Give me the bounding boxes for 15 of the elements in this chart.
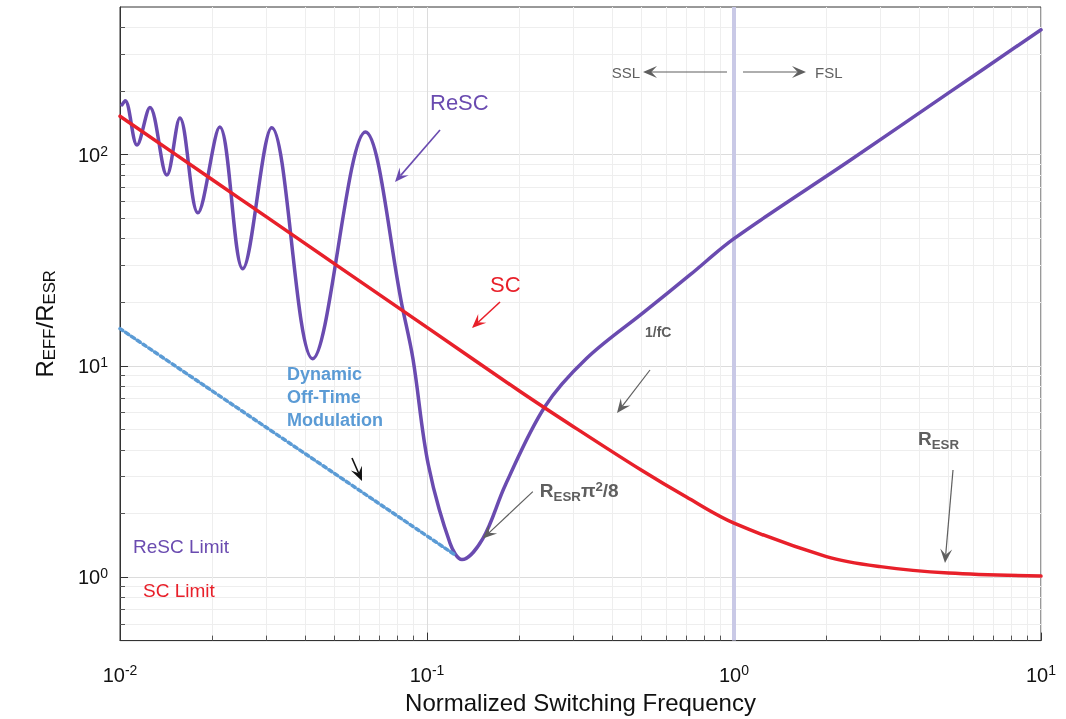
annotation: FSL	[815, 64, 843, 81]
y-tick-label: 10$^{0}$	[77, 564, 109, 589]
annotation: SSL	[611, 64, 640, 81]
y-tick-label: 10$^{2}$	[77, 142, 109, 166]
text: SC	[490, 272, 521, 297]
series-label: Dynamic Off-Time Modulation	[287, 364, 383, 430]
y-tick-label: 10$^{1}$	[77, 353, 109, 377]
y-axis-title: REFF/RESR	[30, 270, 59, 378]
annotation: SC Limit	[143, 580, 216, 601]
x-axis-title: Normalized Switching Frequency	[405, 688, 756, 716]
annotation: ReSC Limit	[133, 536, 230, 557]
annotation: 1/fC	[645, 324, 672, 340]
annotation: R$_{ESR}$π$^{2}$/8	[539, 478, 619, 504]
text: ReSC	[430, 90, 489, 115]
annotation: R$_{ESR}$	[918, 428, 960, 452]
